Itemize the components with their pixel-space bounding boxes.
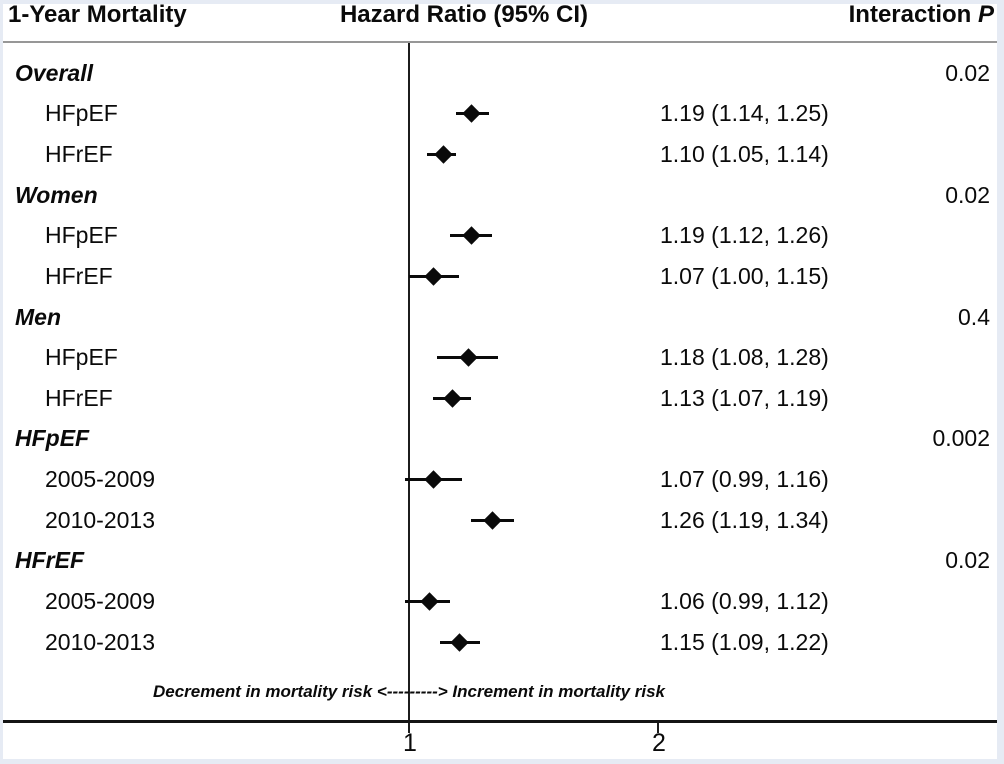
header-p-symbol: P bbox=[977, 1, 994, 28]
point-estimate-marker bbox=[424, 267, 443, 286]
point-estimate-marker bbox=[462, 226, 481, 245]
hr-ci-text: 1.19 (1.12, 1.26) bbox=[660, 222, 829, 249]
direction-annotation: Decrement in mortality risk <---------> … bbox=[152, 682, 666, 701]
group-row: HFrEF 0.02 bbox=[0, 540, 1004, 581]
interaction-p-value: 0.002 bbox=[932, 425, 990, 452]
point-estimate-marker bbox=[482, 511, 502, 530]
hr-ci-text: 1.18 (1.08, 1.28) bbox=[660, 344, 829, 371]
item-label: HFrEF bbox=[45, 140, 113, 167]
item-label: HFpEF bbox=[45, 222, 118, 249]
hr-ci-text: 1.07 (0.99, 1.16) bbox=[660, 466, 829, 493]
item-label: HFrEF bbox=[45, 262, 113, 289]
interaction-p-value: 0.4 bbox=[958, 303, 990, 330]
interaction-p-value: 0.02 bbox=[945, 181, 990, 208]
hr-ci-text: 1.15 (1.09, 1.22) bbox=[660, 628, 829, 655]
point-estimate-marker bbox=[450, 632, 469, 652]
interaction-p-value: 0.02 bbox=[945, 547, 990, 574]
forest-item-row: 2005-2009 1.06 (0.99, 1.12) bbox=[0, 581, 1004, 622]
hr-ci-text: 1.19 (1.14, 1.25) bbox=[660, 100, 829, 127]
x-axis-tick-2 bbox=[657, 723, 659, 733]
item-label: HFpEF bbox=[45, 100, 118, 127]
x-axis-tick-label-1: 1 bbox=[403, 729, 417, 757]
point-estimate-marker bbox=[434, 145, 453, 164]
point-estimate-marker bbox=[462, 104, 481, 124]
forest-item-row: HFrEF 1.07 (1.00, 1.15) bbox=[0, 256, 1004, 297]
hr-ci-text: 1.26 (1.19, 1.34) bbox=[660, 506, 829, 533]
hr-ci-text: 1.13 (1.07, 1.19) bbox=[660, 384, 829, 411]
group-label: Men bbox=[15, 303, 61, 330]
group-label: Women bbox=[15, 181, 98, 208]
forest-item-row: HFpEF 1.19 (1.14, 1.25) bbox=[0, 93, 1004, 134]
point-estimate-marker bbox=[459, 348, 478, 367]
forest-item-row: HFpEF 1.18 (1.08, 1.28) bbox=[0, 337, 1004, 378]
group-label: Overall bbox=[15, 59, 93, 86]
header-outcome-label: 1-Year Mortality bbox=[8, 1, 187, 28]
item-label: HFpEF bbox=[45, 344, 118, 371]
forest-item-row: 2005-2009 1.07 (0.99, 1.16) bbox=[0, 459, 1004, 500]
interaction-p-value: 0.02 bbox=[945, 59, 990, 86]
hr-ci-text: 1.06 (0.99, 1.12) bbox=[660, 588, 829, 614]
forest-item-row: 2010-2013 1.26 (1.19, 1.34) bbox=[0, 500, 1004, 541]
group-row: Women 0.02 bbox=[0, 175, 1004, 216]
group-row: Men 0.4 bbox=[0, 297, 1004, 338]
group-row: HFpEF 0.002 bbox=[0, 418, 1004, 459]
point-estimate-marker bbox=[424, 470, 443, 489]
forest-item-row: HFrEF 1.13 (1.07, 1.19) bbox=[0, 378, 1004, 419]
item-label: 2010-2013 bbox=[45, 628, 155, 655]
forest-item-row: 2010-2013 1.15 (1.09, 1.22) bbox=[0, 622, 1004, 663]
item-label: 2010-2013 bbox=[45, 506, 155, 533]
header-interaction-p-label: Interaction P bbox=[849, 1, 994, 29]
item-label: 2005-2009 bbox=[45, 466, 155, 493]
header-separator-line bbox=[0, 41, 997, 43]
header-hazard-ratio-label: Hazard Ratio (95% CI) bbox=[339, 1, 589, 28]
x-axis-tick-label-2: 2 bbox=[652, 729, 666, 757]
reference-line-hr-1 bbox=[408, 43, 410, 733]
hr-ci-text: 1.07 (1.00, 1.15) bbox=[660, 262, 829, 289]
point-estimate-marker bbox=[420, 592, 440, 611]
x-axis-line bbox=[0, 720, 997, 723]
hr-ci-text: 1.10 (1.05, 1.14) bbox=[660, 140, 829, 167]
group-label: HFrEF bbox=[15, 547, 84, 574]
forest-item-row: HFrEF 1.10 (1.05, 1.14) bbox=[0, 134, 1004, 175]
group-row: Overall 0.02 bbox=[0, 53, 1004, 94]
group-label: HFpEF bbox=[15, 425, 90, 452]
item-label: 2005-2009 bbox=[45, 588, 155, 614]
header-interaction-text: Interaction bbox=[848, 1, 978, 28]
item-label: HFrEF bbox=[45, 384, 113, 411]
forest-item-row: HFpEF 1.19 (1.12, 1.26) bbox=[0, 215, 1004, 256]
point-estimate-marker bbox=[443, 389, 463, 408]
